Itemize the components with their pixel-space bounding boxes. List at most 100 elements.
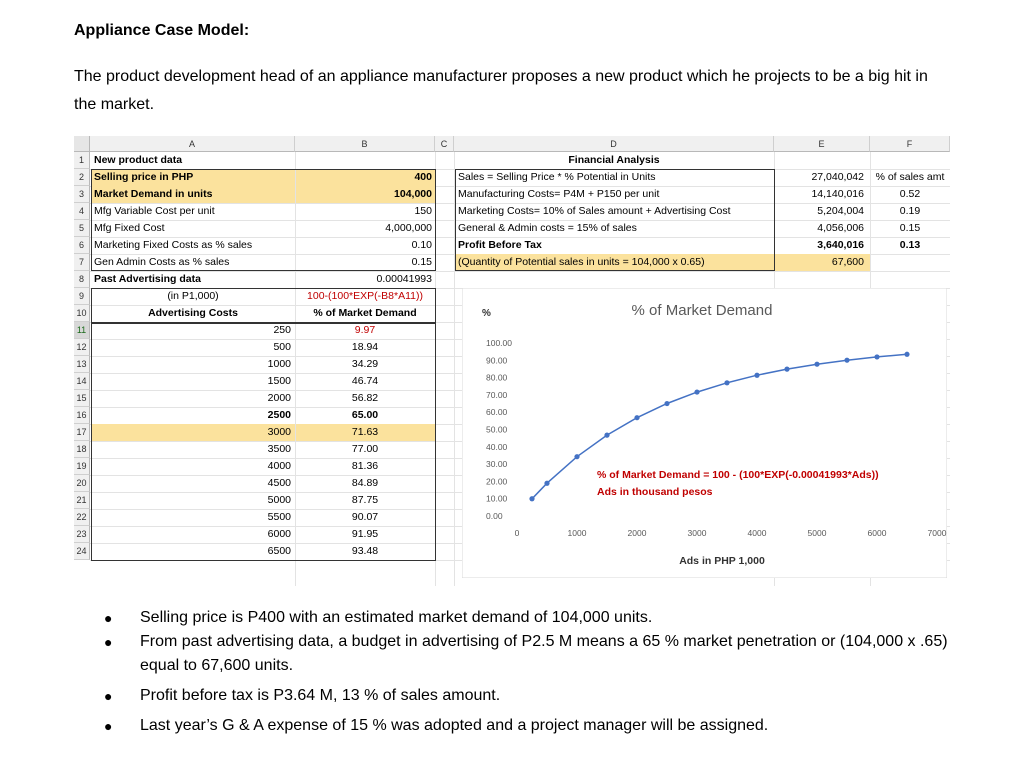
cell-a5[interactable]: Mfg Fixed Cost xyxy=(94,222,165,234)
column-header-e[interactable]: E xyxy=(774,136,870,152)
row-header-4[interactable]: 4 xyxy=(74,203,90,220)
cell-a9[interactable]: (in P1,000) xyxy=(167,290,219,302)
row-header-2[interactable]: 2 xyxy=(74,169,90,186)
row-header-6[interactable]: 6 xyxy=(74,237,90,254)
column-header-d[interactable]: D xyxy=(454,136,774,152)
cell-d5[interactable]: General & Admin costs = 15% of sales xyxy=(458,222,637,234)
market-demand-cell[interactable]: 71.63 xyxy=(351,426,379,438)
ads-cost-cell[interactable]: 2000 xyxy=(267,392,291,404)
row-header-12[interactable]: 12 xyxy=(74,339,90,356)
column-header-a[interactable]: A xyxy=(90,136,295,152)
cell-d4[interactable]: Marketing Costs= 10% of Sales amount + A… xyxy=(458,205,731,217)
market-demand-cell[interactable]: 91.95 xyxy=(351,528,379,540)
ads-cost-cell[interactable]: 4000 xyxy=(267,460,291,472)
cell-a2[interactable]: Selling price in PHP xyxy=(94,171,194,183)
cell-a1[interactable]: New product data xyxy=(94,154,183,166)
cell-b2[interactable]: 400 xyxy=(414,171,432,183)
market-demand-cell[interactable]: 77.00 xyxy=(351,443,379,455)
ads-cost-cell[interactable]: 1500 xyxy=(267,375,291,387)
row-header-21[interactable]: 21 xyxy=(74,492,90,509)
cell-d2[interactable]: Sales = Selling Price * % Potential in U… xyxy=(458,171,656,183)
cell-b7[interactable]: 0.15 xyxy=(411,256,432,268)
market-demand-cell[interactable]: 56.82 xyxy=(351,392,379,404)
row-header-15[interactable]: 15 xyxy=(74,390,90,407)
market-demand-cell[interactable]: 34.29 xyxy=(351,358,379,370)
cell-e5[interactable]: 4,056,006 xyxy=(817,222,864,234)
cell-f5[interactable]: 0.15 xyxy=(899,222,921,234)
cell-d6[interactable]: Profit Before Tax xyxy=(458,239,542,251)
cell-a3[interactable]: Market Demand in units xyxy=(94,188,213,200)
cell-b5[interactable]: 4,000,000 xyxy=(385,222,432,234)
row-header-20[interactable]: 20 xyxy=(74,475,90,492)
column-header-f[interactable]: F xyxy=(870,136,950,152)
cell-e7[interactable]: 67,600 xyxy=(831,256,864,268)
market-demand-cell[interactable]: 9.97 xyxy=(354,324,376,336)
bullet-text: Profit before tax is P3.64 M, 13 % of sa… xyxy=(140,687,501,704)
cell-f6[interactable]: 0.13 xyxy=(899,239,921,251)
market-demand-cell[interactable]: 93.48 xyxy=(351,545,379,557)
cell-f4[interactable]: 0.19 xyxy=(899,205,921,217)
cell-a4[interactable]: Mfg Variable Cost per unit xyxy=(94,205,215,217)
cell-d1[interactable]: Financial Analysis xyxy=(568,154,660,166)
row-header-1[interactable]: 1 xyxy=(74,152,90,169)
row-header-7[interactable]: 7 xyxy=(74,254,90,271)
row-header-16[interactable]: 16 xyxy=(74,407,90,424)
cell-e6[interactable]: 3,640,016 xyxy=(817,239,864,251)
ads-cost-cell[interactable]: 4500 xyxy=(267,477,291,489)
market-demand-cell[interactable]: 90.07 xyxy=(351,511,379,523)
select-all-corner[interactable] xyxy=(74,136,90,152)
cell-a6[interactable]: Marketing Fixed Costs as % sales xyxy=(94,239,253,251)
market-demand-cell[interactable]: 46.74 xyxy=(351,375,379,387)
ads-cost-cell[interactable]: 6000 xyxy=(267,528,291,540)
ads-cost-cell[interactable]: 5000 xyxy=(267,494,291,506)
highlight-profit-row xyxy=(455,254,870,271)
ads-cost-cell[interactable]: 250 xyxy=(273,324,291,336)
cell-b9[interactable]: 100-(100*EXP(-B8*A11)) xyxy=(307,290,423,302)
row-header-5[interactable]: 5 xyxy=(74,220,90,237)
row-header-13[interactable]: 13 xyxy=(74,356,90,373)
cell-a10[interactable]: Advertising Costs xyxy=(148,307,238,319)
row-header-9[interactable]: 9 xyxy=(74,288,90,305)
cell-a8[interactable]: Past Advertising data xyxy=(94,273,201,285)
market-demand-cell[interactable]: 81.36 xyxy=(351,460,379,472)
ads-cost-cell[interactable]: 500 xyxy=(273,341,291,353)
cell-f2[interactable]: % of sales amt xyxy=(875,171,945,183)
cell-a7[interactable]: Gen Admin Costs as % sales xyxy=(94,256,230,268)
column-header-c[interactable]: C xyxy=(435,136,454,152)
ads-cost-cell[interactable]: 1000 xyxy=(267,358,291,370)
cell-d7[interactable]: (Quantity of Potential sales in units = … xyxy=(458,256,705,268)
intro-paragraph: The product development head of an appli… xyxy=(74,68,928,113)
market-demand-cell[interactable]: 84.89 xyxy=(351,477,379,489)
ads-cost-cell[interactable]: 6500 xyxy=(267,545,291,557)
cell-b6[interactable]: 0.10 xyxy=(411,239,432,251)
cell-e3[interactable]: 14,140,016 xyxy=(811,188,864,200)
ads-cost-cell[interactable]: 3500 xyxy=(267,443,291,455)
cell-e4[interactable]: 5,204,004 xyxy=(817,205,864,217)
cell-b8[interactable]: 0.00041993 xyxy=(376,273,432,285)
row-header-23[interactable]: 23 xyxy=(74,526,90,543)
row-header-18[interactable]: 18 xyxy=(74,441,90,458)
cell-b10[interactable]: % of Market Demand xyxy=(313,307,417,319)
row-header-17[interactable]: 17 xyxy=(74,424,90,441)
row-header-19[interactable]: 19 xyxy=(74,458,90,475)
cell-d3[interactable]: Manufacturing Costs= P4M + P150 per unit xyxy=(458,188,660,200)
cell-e2[interactable]: 27,040,042 xyxy=(811,171,864,183)
market-demand-cell[interactable]: 87.75 xyxy=(351,494,379,506)
ads-cost-cell[interactable]: 3000 xyxy=(267,426,291,438)
market-demand-cell[interactable]: 18.94 xyxy=(351,341,379,353)
ads-cost-cell[interactable]: 5500 xyxy=(267,511,291,523)
cell-f3[interactable]: 0.52 xyxy=(899,188,921,200)
row-header-22[interactable]: 22 xyxy=(74,509,90,526)
ads-cost-cell[interactable]: 2500 xyxy=(267,409,291,421)
cell-b4[interactable]: 150 xyxy=(414,205,432,217)
cell-b3[interactable]: 104,000 xyxy=(394,188,432,200)
column-header-b[interactable]: B xyxy=(295,136,435,152)
row-header-14[interactable]: 14 xyxy=(74,373,90,390)
row-header-10[interactable]: 10 xyxy=(74,305,90,322)
row-header-24[interactable]: 24 xyxy=(74,543,90,560)
row-header-11[interactable]: 11 xyxy=(74,322,90,339)
y-tick-label: 60.00 xyxy=(486,407,508,417)
row-header-8[interactable]: 8 xyxy=(74,271,90,288)
row-header-3[interactable]: 3 xyxy=(74,186,90,203)
market-demand-cell[interactable]: 65.00 xyxy=(351,409,379,421)
